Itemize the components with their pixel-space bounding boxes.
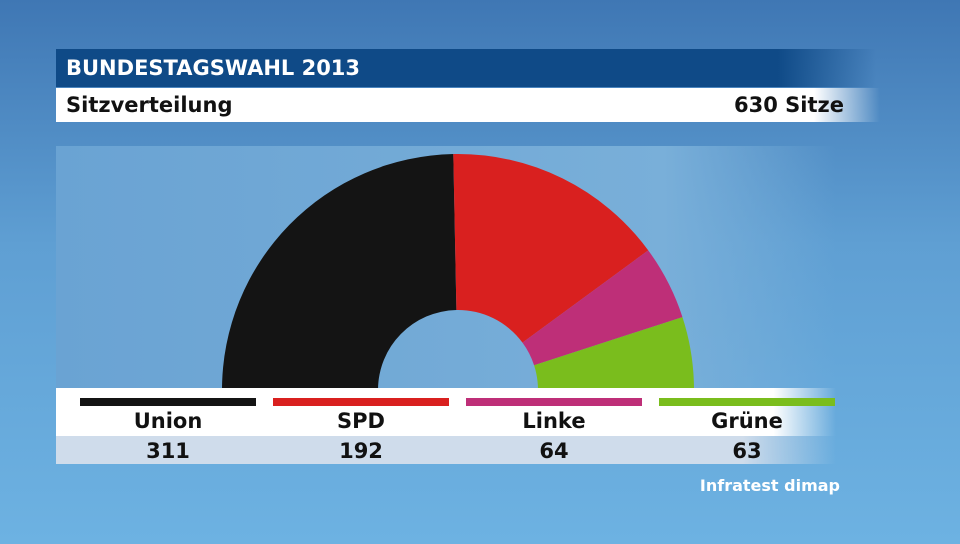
legend-swatch-spd (273, 398, 449, 406)
legend-label-union: Union (133, 409, 203, 433)
subtitle-bar: Sitzverteilung 630 Sitze (56, 88, 880, 122)
legend-label-linke: Linke (522, 409, 586, 433)
legend-label-spd: SPD (337, 409, 385, 433)
seat-segment-gruene (534, 317, 694, 390)
seat-distribution-chart (222, 154, 694, 390)
seat-value-gruene: 63 (732, 439, 762, 463)
legend-swatch-union (80, 398, 256, 406)
legend-swatch-linke (466, 398, 642, 406)
seat-value-linke: 64 (539, 439, 569, 463)
legend-item-spd: SPD (273, 388, 449, 436)
chart-title-bar: BUNDESTAGSWAHL 2013 (56, 49, 876, 87)
total-seats-label: 630 Sitze (734, 93, 844, 117)
legend-item-linke: Linke (466, 388, 642, 436)
chart-subtitle: Sitzverteilung (66, 93, 233, 117)
seat-values-row: 311 192 64 63 (56, 436, 836, 464)
seat-segment-union (222, 154, 457, 390)
chart-area (56, 146, 836, 390)
legend-label-gruene: Grüne (711, 409, 783, 433)
chart-title: BUNDESTAGSWAHL 2013 (66, 56, 361, 80)
legend-item-gruene: Grüne (659, 388, 835, 436)
seat-segment-spd (453, 154, 649, 343)
seat-value-union: 311 (146, 439, 190, 463)
legend-item-union: Union (80, 388, 256, 436)
legend-swatch-gruene (659, 398, 835, 406)
source-label: Infratest dimap (699, 476, 840, 495)
legend: Union SPD Linke Grüne (56, 388, 836, 436)
seat-segment-linke (522, 250, 683, 366)
seat-value-spd: 192 (339, 439, 383, 463)
